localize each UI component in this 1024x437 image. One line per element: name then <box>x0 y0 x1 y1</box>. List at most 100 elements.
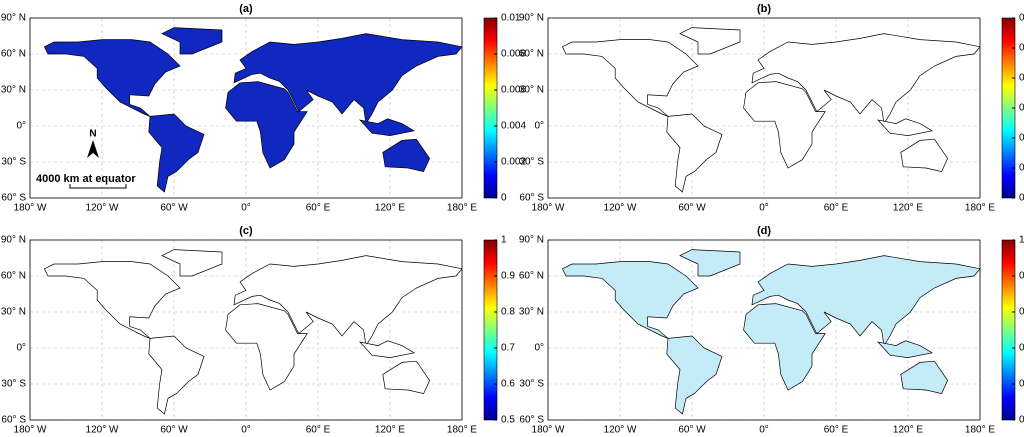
landmass <box>900 360 949 395</box>
colorbar-tick-label: 0.004 <box>501 121 526 132</box>
colorbar-tick-label: 0.7 <box>501 343 515 354</box>
scale-label: 4000 km at equator <box>36 173 136 185</box>
landmass <box>359 118 415 136</box>
landmass <box>679 27 741 55</box>
lon-tick-label: 60° W <box>160 425 188 436</box>
lat-tick-label: 30° N <box>519 307 544 318</box>
lat-tick-label: 30° N <box>1 85 26 96</box>
lon-tick-label: 120° W <box>86 203 119 214</box>
lat-tick-label: 30° S <box>1 157 26 168</box>
landmass <box>382 360 431 395</box>
colorbar <box>483 239 498 421</box>
map-frame <box>29 239 463 421</box>
lon-tick-label: 180° W <box>14 425 47 436</box>
scale-bar <box>69 184 127 189</box>
lon-tick-label: 0° <box>241 203 251 214</box>
map-frame <box>29 17 463 199</box>
landmass <box>561 261 699 339</box>
colorbar-tick-label: 0.2 <box>1019 193 1024 204</box>
landmass <box>877 340 933 358</box>
colorbar-tick-label: 0.8 <box>1019 271 1024 282</box>
lon-tick-label: 0° <box>759 203 769 214</box>
colorbar-tick-label: 0.6 <box>1019 307 1024 318</box>
lat-tick-label: 30° S <box>519 157 544 168</box>
colorbar-tick-label: 1 <box>501 235 507 246</box>
lon-tick-label: 180° W <box>14 203 47 214</box>
landmass <box>900 138 949 173</box>
colorbar-tick-label: 0.008 <box>501 49 526 60</box>
lon-tick-label: 60° W <box>678 425 706 436</box>
lon-tick-label: 180° W <box>532 203 565 214</box>
lon-tick-label: 60° W <box>678 203 706 214</box>
colorbar-tick-label: 0.2 <box>1019 379 1024 390</box>
lon-tick-label: 120° W <box>604 425 637 436</box>
lon-tick-label: 180° E <box>965 203 995 214</box>
land <box>561 249 981 415</box>
lon-tick-label: 60° E <box>306 425 331 436</box>
landmass <box>679 249 741 277</box>
colorbar-tick-label: 0.002 <box>501 157 526 168</box>
landmass <box>43 39 181 117</box>
lon-tick-label: 180° W <box>532 425 565 436</box>
landmass <box>43 261 181 339</box>
lat-tick-label: 90° N <box>519 235 544 246</box>
landmass <box>225 303 308 391</box>
landmass <box>233 255 463 347</box>
landmass <box>161 27 223 55</box>
landmass <box>666 335 723 415</box>
lat-tick-label: 0° <box>16 343 26 354</box>
lon-tick-label: 120° E <box>893 203 923 214</box>
lat-tick-label: 30° S <box>519 379 544 390</box>
landmass <box>148 335 205 415</box>
colorbar-tick-label: 0.6 <box>501 379 515 390</box>
lon-tick-label: 120° W <box>86 425 119 436</box>
colorbar-tick-label: 0.4 <box>1019 133 1024 144</box>
landmass <box>751 33 981 125</box>
colorbar-tick-label: 0.4 <box>1019 343 1024 354</box>
north-arrow <box>87 140 99 158</box>
lat-tick-label: 0° <box>16 121 26 132</box>
colorbar-tick-label: 0.01 <box>501 13 521 24</box>
landmass <box>225 81 308 169</box>
colorbar-tick-label: 0.7 <box>1019 43 1024 54</box>
lat-tick-label: 60° N <box>519 49 544 60</box>
lat-tick-label: 0° <box>534 343 544 354</box>
lat-tick-label: 60° N <box>519 271 544 282</box>
landmass <box>233 33 463 125</box>
lat-tick-label: 90° N <box>1 13 26 24</box>
land <box>561 27 981 193</box>
lat-tick-label: 30° S <box>1 379 26 390</box>
landmass <box>161 249 223 277</box>
landmass <box>877 118 933 136</box>
lon-tick-label: 120° E <box>375 203 405 214</box>
landmass <box>561 39 699 117</box>
colorbar-tick-label: 0.8 <box>501 307 515 318</box>
colorbar-tick-label: 0.006 <box>501 85 526 96</box>
lat-tick-label: 60° S <box>1 415 26 426</box>
lon-tick-label: 180° E <box>965 425 995 436</box>
lon-tick-label: 60° W <box>160 203 188 214</box>
colorbar-tick-label: 1 <box>1019 235 1024 246</box>
colorbar-tick-label: 0 <box>501 193 507 204</box>
landmass <box>148 113 205 193</box>
lon-tick-label: 0° <box>241 425 251 436</box>
lat-tick-label: 90° N <box>519 13 544 24</box>
panel-title: (b) <box>757 3 771 15</box>
lon-tick-label: 180° E <box>447 425 477 436</box>
lat-tick-label: 30° N <box>1 307 26 318</box>
landmass <box>743 303 826 391</box>
lon-tick-label: 120° E <box>893 425 923 436</box>
colorbar-tick-label: 0.9 <box>501 271 515 282</box>
colorbar-tick-label: 0.6 <box>1019 73 1024 84</box>
lon-tick-label: 60° E <box>824 203 849 214</box>
lat-tick-label: 60° N <box>1 271 26 282</box>
colorbar-tick-label: 0 <box>1019 415 1024 426</box>
landmass <box>666 113 723 193</box>
land <box>43 249 463 415</box>
lon-tick-label: 60° E <box>824 425 849 436</box>
map-frame <box>547 239 981 421</box>
landmass <box>382 138 431 173</box>
lat-tick-label: 90° N <box>1 235 26 246</box>
panel-title: (a) <box>239 3 253 15</box>
